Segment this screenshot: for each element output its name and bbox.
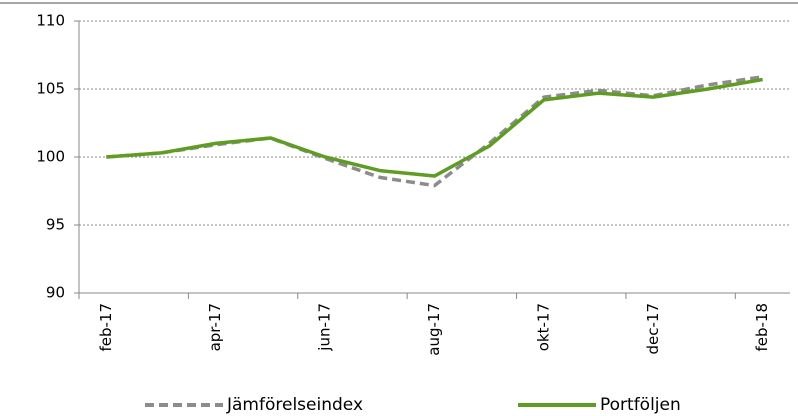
x-tick-label: dec-17 [644, 303, 662, 355]
y-tick-label: 100 [36, 148, 65, 166]
y-tick-label: 110 [36, 12, 65, 30]
y-tick-label: 90 [46, 284, 65, 302]
x-tick-label: aug-17 [425, 303, 443, 356]
x-tick-label: jun-17 [316, 303, 334, 352]
y-tick-label: 95 [46, 216, 65, 234]
x-tick-label: okt-17 [534, 303, 552, 351]
x-tick-label: feb-18 [753, 303, 771, 352]
x-tick-label: apr-17 [206, 303, 224, 351]
legend-label: Portföljen [600, 395, 681, 415]
series-line [106, 77, 763, 178]
legend-label: Jämförelseindex [226, 395, 363, 415]
y-tick-label: 105 [36, 80, 65, 98]
series-line [106, 75, 763, 188]
x-tick-label: feb-17 [97, 303, 115, 352]
